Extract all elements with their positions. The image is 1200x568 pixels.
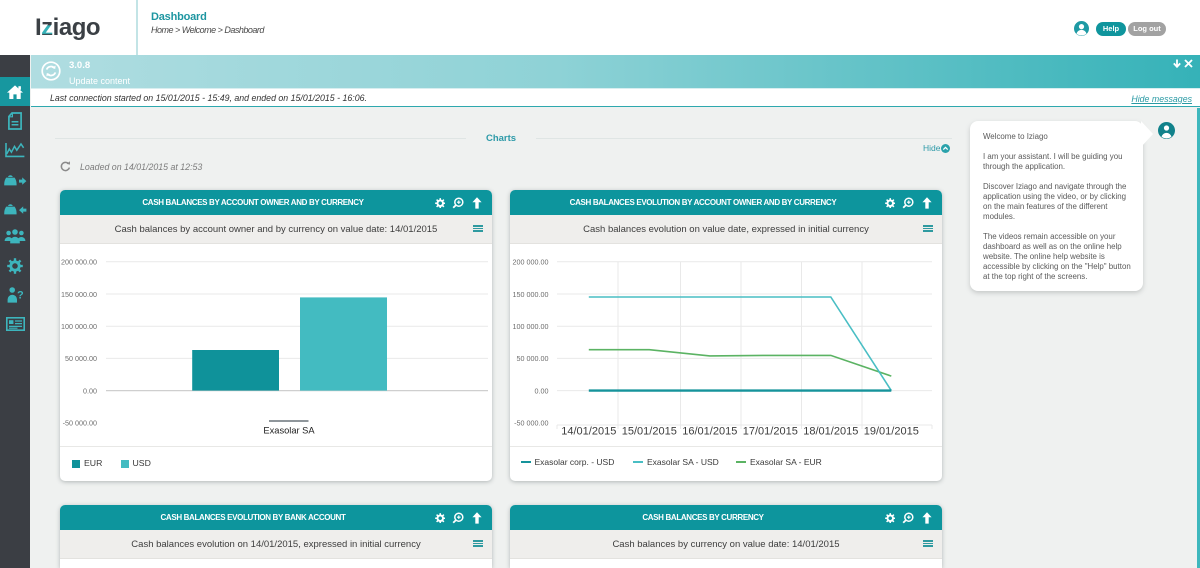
svg-text:150 000.00: 150 000.00	[61, 290, 97, 299]
svg-text:150 000.00: 150 000.00	[513, 290, 549, 299]
svg-text:0.00: 0.00	[535, 386, 549, 395]
svg-text:200 000.00: 200 000.00	[61, 258, 97, 267]
svg-text:200 000.00: 200 000.00	[513, 258, 549, 267]
svg-text:19/01/2015: 19/01/2015	[864, 426, 919, 438]
svg-text:18/01/2015: 18/01/2015	[803, 426, 858, 438]
svg-text:100 000.00: 100 000.00	[513, 322, 549, 331]
svg-text:-50 000.00: -50 000.00	[514, 419, 548, 428]
svg-text:-50 000.00: -50 000.00	[63, 419, 97, 428]
svg-text:50 000.00: 50 000.00	[65, 354, 97, 363]
svg-text:17/01/2015: 17/01/2015	[743, 426, 798, 438]
svg-text:0.00: 0.00	[83, 386, 97, 395]
svg-text:Exasolar SA: Exasolar SA	[263, 426, 315, 436]
svg-text:?: ?	[17, 289, 23, 301]
svg-text:15/01/2015: 15/01/2015	[622, 426, 677, 438]
svg-text:50 000.00: 50 000.00	[517, 354, 549, 363]
svg-text:16/01/2015: 16/01/2015	[682, 426, 737, 438]
svg-text:14/01/2015: 14/01/2015	[561, 426, 616, 438]
svg-text:100 000.00: 100 000.00	[61, 322, 97, 331]
